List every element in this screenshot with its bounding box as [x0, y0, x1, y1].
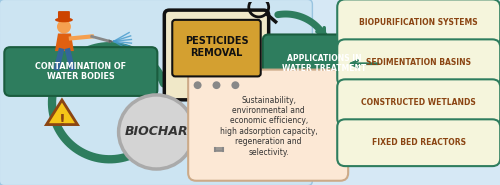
Ellipse shape: [78, 63, 85, 72]
Circle shape: [232, 81, 239, 89]
FancyBboxPatch shape: [164, 10, 268, 100]
Ellipse shape: [16, 63, 24, 72]
Ellipse shape: [30, 63, 38, 72]
Ellipse shape: [24, 63, 30, 72]
FancyBboxPatch shape: [262, 34, 386, 93]
Text: CONTAMINATION OF
WATER BODIES: CONTAMINATION OF WATER BODIES: [36, 62, 126, 81]
FancyBboxPatch shape: [337, 39, 500, 86]
Ellipse shape: [133, 63, 140, 72]
Polygon shape: [55, 33, 74, 51]
Polygon shape: [46, 100, 78, 125]
Text: BIOCHAR: BIOCHAR: [124, 125, 188, 139]
Ellipse shape: [72, 63, 78, 72]
Circle shape: [194, 81, 202, 89]
Text: !: !: [58, 114, 66, 129]
FancyBboxPatch shape: [337, 119, 500, 166]
Ellipse shape: [85, 63, 92, 72]
Ellipse shape: [55, 17, 73, 22]
Circle shape: [118, 95, 194, 169]
Ellipse shape: [57, 20, 71, 33]
Text: PESTICIDES
REMOVAL: PESTICIDES REMOVAL: [184, 36, 248, 58]
FancyBboxPatch shape: [4, 47, 158, 96]
Text: BIOPURIFICATION SYSTEMS: BIOPURIFICATION SYSTEMS: [360, 18, 478, 27]
Ellipse shape: [58, 63, 64, 72]
Text: Sustainability,
environmental and
economic efficiency,
high adsorption capacity,: Sustainability, environmental and econom…: [220, 96, 318, 157]
Ellipse shape: [38, 63, 44, 72]
Circle shape: [209, 132, 229, 152]
Ellipse shape: [99, 63, 106, 72]
Polygon shape: [108, 39, 114, 43]
Text: CONSTRUCTED WETLANDS: CONSTRUCTED WETLANDS: [362, 98, 476, 107]
Text: FIXED BED REACTORS: FIXED BED REACTORS: [372, 138, 466, 147]
Ellipse shape: [120, 63, 126, 72]
Ellipse shape: [64, 63, 71, 72]
Text: SEDIMENTATION BASINS: SEDIMENTATION BASINS: [366, 58, 471, 67]
FancyBboxPatch shape: [172, 20, 260, 76]
FancyBboxPatch shape: [337, 79, 500, 126]
FancyBboxPatch shape: [0, 0, 312, 185]
Text: APPLICATIONS IN
WATER TREATMENT: APPLICATIONS IN WATER TREATMENT: [282, 54, 366, 73]
Ellipse shape: [44, 63, 51, 72]
FancyBboxPatch shape: [188, 70, 348, 181]
FancyBboxPatch shape: [58, 11, 70, 21]
FancyBboxPatch shape: [337, 0, 500, 46]
Ellipse shape: [51, 63, 58, 72]
Ellipse shape: [126, 63, 133, 72]
Ellipse shape: [92, 63, 99, 72]
Ellipse shape: [112, 63, 119, 72]
Ellipse shape: [106, 63, 112, 72]
Circle shape: [212, 81, 220, 89]
